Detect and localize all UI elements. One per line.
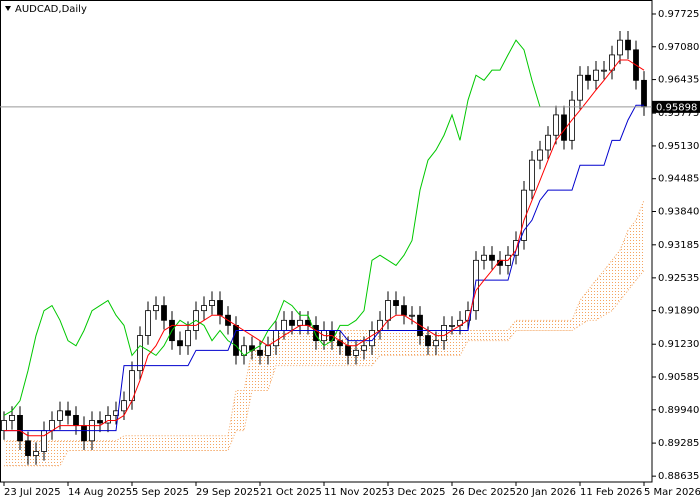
candle-body	[441, 325, 447, 342]
candle-body	[289, 319, 295, 326]
y-tick-label: 0.93840	[658, 207, 699, 218]
last-price-label: 0.95898	[656, 102, 697, 113]
candle-body	[617, 39, 623, 56]
candle-body	[57, 410, 63, 421]
candle-body	[521, 189, 527, 241]
x-tick-label: 26 Dec 2025	[452, 487, 516, 498]
candle-body	[601, 69, 607, 72]
candle-body	[281, 319, 287, 331]
candle-body	[513, 240, 519, 256]
candle-body	[585, 74, 591, 81]
candle-body	[545, 134, 551, 151]
y-tick-label: 0.96435	[658, 75, 699, 86]
x-tick-label: 14 Aug 2025	[68, 487, 132, 498]
candle-body	[481, 254, 487, 261]
plot-area	[0, 31, 652, 467]
candle-body	[537, 149, 543, 161]
y-tick-label: 0.93185	[658, 240, 699, 251]
candle-body	[17, 414, 23, 442]
candle-body	[25, 440, 31, 456]
y-tick-label: 0.91890	[658, 306, 699, 317]
y-tick-label: 0.94485	[658, 174, 699, 185]
candle-body	[1, 420, 7, 432]
candle-body	[265, 345, 271, 356]
y-tick-label: 0.89285	[658, 438, 699, 449]
x-tick-label: 5 Sep 2025	[132, 487, 189, 498]
candle-body	[9, 414, 15, 421]
candle-body	[401, 305, 407, 316]
candle-body	[121, 400, 127, 412]
y-tick-label: 0.97725	[658, 9, 699, 20]
y-tick-label: 0.97080	[658, 42, 699, 53]
candle-body	[449, 325, 455, 327]
symbol-icon	[5, 6, 11, 11]
indicator-line	[3, 39, 541, 416]
candle-body	[393, 300, 399, 306]
candle-body	[73, 414, 79, 426]
candle-body	[625, 39, 631, 51]
last-price-box	[652, 100, 700, 113]
candle-body	[145, 310, 151, 336]
candle-body	[153, 305, 159, 312]
candle-body	[257, 349, 263, 356]
axes: 0.97725 0.97080 0.96435 0.95775 0.95130 0.944…	[3, 9, 700, 498]
candle-body	[185, 330, 191, 347]
candle-body	[137, 335, 143, 372]
candle-body	[209, 300, 215, 306]
candle-body	[577, 74, 583, 101]
candle-body	[161, 305, 167, 321]
candle-body	[361, 345, 367, 351]
chart-title: AUDCAD,Daily	[15, 4, 87, 15]
candle-body	[345, 345, 351, 356]
indicator-line	[4, 104, 644, 432]
x-tick-label: 29 Sep 2025	[196, 487, 259, 498]
y-tick-label: 0.89940	[658, 405, 699, 416]
candle-body	[409, 314, 415, 317]
candle-body	[65, 410, 71, 416]
candle-body	[553, 114, 559, 136]
candle-body	[297, 319, 303, 326]
candle-body	[81, 425, 87, 442]
x-tick-label: 5 Mar 2026	[644, 487, 700, 498]
candle-body	[593, 69, 599, 81]
candle-body	[641, 79, 647, 108]
candle-body	[233, 325, 239, 356]
plot-frame	[0, 0, 653, 483]
candle-body	[433, 340, 439, 347]
candle-body	[97, 420, 103, 424]
candle-body	[313, 325, 319, 342]
y-tick-label: 0.95130	[658, 141, 699, 152]
x-tick-label: 20 Jan 2026	[516, 487, 576, 498]
x-tick-label: 3 Dec 2025	[388, 487, 446, 498]
y-tick-label: 0.95775	[658, 108, 699, 119]
candle-body	[41, 430, 47, 452]
candle-body	[33, 451, 39, 456]
candle-body	[425, 335, 431, 347]
candle-body	[385, 300, 391, 321]
y-tick-label: 0.92535	[658, 273, 699, 284]
y-tick-label: 0.91230	[658, 339, 699, 350]
x-tick-label: 21 Oct 2025	[260, 487, 322, 498]
x-tick-label: 23 Jul 2025	[4, 487, 61, 498]
candle-body	[353, 349, 359, 356]
candle-body	[473, 259, 479, 312]
y-tick-label: 0.88635	[658, 471, 699, 482]
x-tick-label: 11 Feb 2026	[580, 487, 642, 498]
candle-body	[489, 254, 495, 261]
candle-body	[529, 159, 535, 191]
candle-body	[177, 340, 183, 347]
y-tick-label: 0.90585	[658, 372, 699, 383]
cloud-span-b	[4, 270, 645, 467]
candle-body	[105, 414, 111, 424]
candle-body	[217, 300, 223, 316]
indicator-line	[4, 59, 645, 437]
candle-body	[305, 319, 311, 326]
x-tick-label: 11 Nov 2025	[324, 487, 388, 498]
candle-body	[201, 305, 207, 312]
candle-body	[273, 330, 279, 347]
